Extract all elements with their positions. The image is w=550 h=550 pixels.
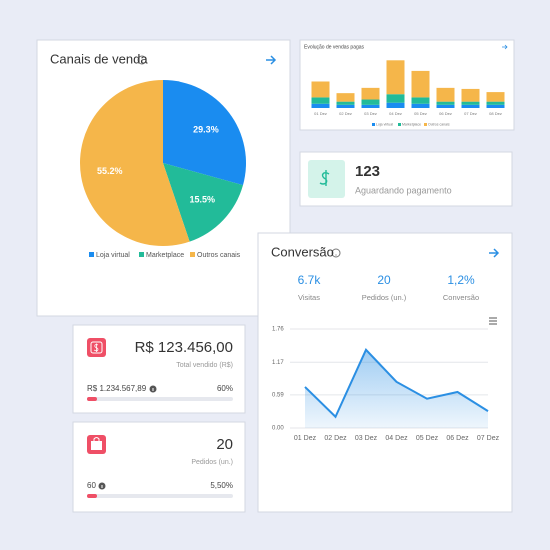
- stat-value: 6.7k: [298, 273, 322, 287]
- legend-swatch: [190, 252, 195, 257]
- orders-amount: 20: [216, 436, 233, 453]
- sales-label: Total vendido (R$): [176, 362, 233, 369]
- slice-label: 29.3%: [193, 125, 219, 135]
- bar-segment: [486, 92, 505, 102]
- bar-segment: [461, 104, 480, 108]
- x-tick-label: 07 Dez: [464, 111, 477, 116]
- bar-segment: [361, 87, 380, 100]
- progress-track: [87, 397, 233, 401]
- legend-label: Marketplace: [146, 252, 184, 259]
- stat-value: 20: [377, 273, 391, 287]
- arrow-icon[interactable]: [266, 55, 277, 65]
- info-icon: [149, 385, 157, 393]
- chart-title: Evolução de vendas pagas: [304, 44, 365, 50]
- bar-segment: [386, 60, 405, 95]
- arrow-icon[interactable]: [502, 44, 508, 50]
- progress-fill: [87, 397, 97, 401]
- line: [304, 348, 489, 419]
- help-icon: [331, 248, 341, 258]
- legend-swatch: [372, 123, 375, 126]
- sales-percent: 60%: [217, 384, 233, 393]
- sales-goal: R$ 1.234.567,89: [87, 384, 147, 393]
- bar-segment: [486, 104, 505, 108]
- stat-value: 1,2%: [447, 273, 475, 287]
- legend-swatch: [139, 252, 144, 257]
- x-tick-label: 03 Dez: [364, 111, 377, 116]
- bar-segment: [386, 94, 405, 103]
- bar-segment: [386, 102, 405, 108]
- orders-label: Pedidos (un.): [191, 459, 233, 466]
- orders-percent: 5,50%: [210, 481, 233, 490]
- legend-swatch: [424, 123, 427, 126]
- x-tick-label: 01 Dez: [294, 435, 317, 442]
- legend-swatch: [89, 252, 94, 257]
- bar-segment: [336, 104, 355, 108]
- bar-segment: [436, 101, 455, 105]
- x-tick-label: 05 Dez: [414, 111, 427, 116]
- sales-amount: R$ 123.456,00: [135, 339, 233, 356]
- x-tick-label: 06 Dez: [439, 111, 452, 116]
- pending-value: 123: [355, 163, 380, 180]
- bar-segment: [336, 101, 355, 105]
- pie-slice: [80, 80, 190, 246]
- dollar-icon: [308, 160, 345, 198]
- pie-slice: [163, 163, 243, 242]
- chart-title: Conversão: [271, 244, 334, 259]
- bar-segment: [361, 104, 380, 108]
- bar-segment: [461, 88, 480, 102]
- bar-segment: [411, 97, 430, 104]
- x-tick-label: 02 Dez: [339, 111, 352, 116]
- bar-segment: [311, 103, 330, 108]
- arrow-icon[interactable]: [489, 248, 500, 258]
- x-tick-label: 08 Dez: [489, 111, 502, 116]
- pie-slice: [163, 80, 246, 186]
- bar-segment: [311, 81, 330, 98]
- bar-segment: [311, 97, 330, 104]
- bar-segment: [361, 99, 380, 105]
- stat-label: Pedidos (un.): [362, 293, 407, 302]
- legend-label: Loja virtual: [376, 122, 393, 126]
- slice-label: 55.2%: [97, 166, 123, 176]
- chart-title: Canais de venda: [50, 51, 148, 66]
- dollar-icon: [87, 338, 106, 357]
- bar-card: [299, 39, 515, 131]
- x-tick-label: 05 Dez: [416, 435, 439, 442]
- orders-goal: 60: [87, 481, 96, 490]
- slice-label: 15.5%: [189, 194, 215, 204]
- bar-segment: [411, 103, 430, 108]
- stat-label: Visitas: [298, 293, 320, 302]
- info-icon: [98, 482, 106, 490]
- stat-label: Conversão: [443, 293, 479, 302]
- bar-segment: [436, 104, 455, 108]
- pending-label: Aguardando pagamento: [355, 185, 452, 195]
- y-tick-label: 0.00: [272, 426, 284, 432]
- x-tick-label: 03 Dez: [355, 435, 378, 442]
- x-tick-label: 01 Dez: [314, 111, 327, 116]
- legend-label: Marketplace: [402, 122, 421, 126]
- bar-segment: [486, 101, 505, 105]
- y-tick-label: 1.17: [272, 360, 284, 366]
- x-tick-label: 04 Dez: [385, 435, 408, 442]
- menu-icon[interactable]: [489, 317, 497, 325]
- legend-swatch: [398, 123, 401, 126]
- y-tick-label: 0.59: [272, 392, 284, 398]
- help-icon: [137, 55, 147, 65]
- progress-fill: [87, 494, 97, 498]
- bar-segment: [461, 101, 480, 105]
- bar-segment: [411, 70, 430, 98]
- x-tick-label: 06 Dez: [446, 435, 469, 442]
- x-tick-label: 07 Dez: [477, 435, 500, 442]
- x-tick-label: 02 Dez: [324, 435, 347, 442]
- y-tick-label: 1.76: [272, 327, 284, 333]
- bar-segment: [336, 93, 355, 102]
- legend-label: Outros canais: [428, 122, 450, 126]
- progress-track: [87, 494, 233, 498]
- bag-icon: [87, 435, 106, 454]
- legend-label: Outros canais: [197, 252, 241, 259]
- line-area: [305, 349, 488, 428]
- legend-label: Loja virtual: [96, 252, 130, 259]
- bar-segment: [436, 87, 455, 102]
- x-tick-label: 04 Dez: [389, 111, 402, 116]
